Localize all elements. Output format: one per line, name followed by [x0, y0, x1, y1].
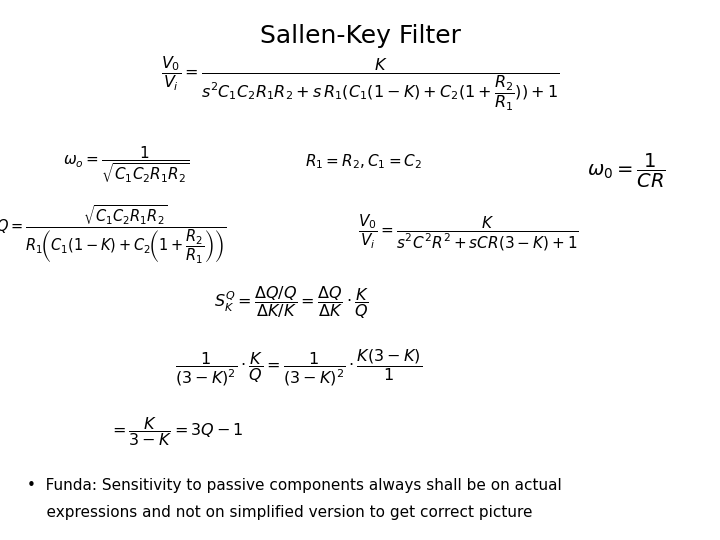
Text: expressions and not on simplified version to get correct picture: expressions and not on simplified versio…: [27, 505, 533, 520]
Text: $R_1 = R_2, C_1 = C_2$: $R_1 = R_2, C_1 = C_2$: [305, 153, 422, 171]
Text: $\dfrac{V_0}{V_i} = \dfrac{K}{s^2 C^2 R^2 + sCR(3-K)+1}$: $\dfrac{V_0}{V_i} = \dfrac{K}{s^2 C^2 R^…: [358, 213, 578, 253]
Text: $\omega_o = \dfrac{1}{\sqrt{C_1 C_2 R_1 R_2}}$: $\omega_o = \dfrac{1}{\sqrt{C_1 C_2 R_1 …: [63, 144, 189, 185]
Text: $\dfrac{1}{(3-K)^2} \cdot \dfrac{K}{Q} = \dfrac{1}{(3-K)^2} \cdot \dfrac{K(3-K)}: $\dfrac{1}{(3-K)^2} \cdot \dfrac{K}{Q} =…: [175, 347, 423, 388]
Text: $Q = \dfrac{\sqrt{C_1 C_2 R_1 R_2}}{R_1\!\left(C_1(1-K)+C_2\!\left(1+\dfrac{R_2}: $Q = \dfrac{\sqrt{C_1 C_2 R_1 R_2}}{R_1\…: [0, 204, 227, 266]
Text: $= \dfrac{K}{3-K} = 3Q - 1$: $= \dfrac{K}{3-K} = 3Q - 1$: [109, 415, 243, 449]
Text: $\dfrac{V_0}{V_i} = \dfrac{K}{s^2 C_1 C_2 R_1 R_2 + s\,R_1(C_1(1-K) + C_2(1+\dfr: $\dfrac{V_0}{V_i} = \dfrac{K}{s^2 C_1 C_…: [161, 55, 559, 113]
Text: $\omega_0 = \dfrac{1}{CR}$: $\omega_0 = \dfrac{1}{CR}$: [587, 152, 666, 190]
Text: •  Funda: Sensitivity to passive components always shall be on actual: • Funda: Sensitivity to passive componen…: [27, 478, 562, 493]
Text: $S_K^Q = \dfrac{\Delta Q / Q}{\Delta K / K} = \dfrac{\Delta Q}{\Delta K} \cdot \: $S_K^Q = \dfrac{\Delta Q / Q}{\Delta K /…: [214, 284, 369, 321]
Text: Sallen-Key Filter: Sallen-Key Filter: [259, 24, 461, 48]
